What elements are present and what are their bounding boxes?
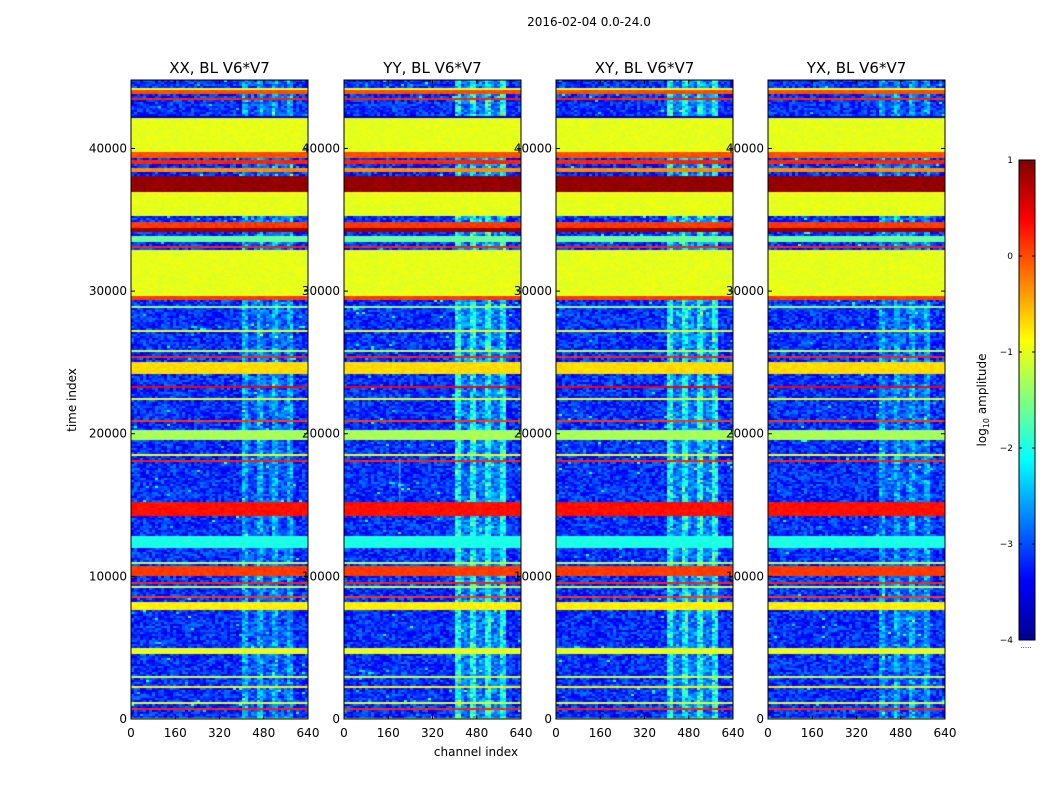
colorbar-tick-label: −2 bbox=[1000, 444, 1013, 454]
panel-2: XY, BL V6*V7 0 160 320 480 640 0 10000 20000 3000… bbox=[514, 59, 745, 740]
colorbar-ticks: 1 0 −1 −2 −3 −4 bbox=[1000, 156, 1035, 646]
y-tick-label: 20000 bbox=[302, 427, 340, 441]
x-tick-label: 320 bbox=[633, 726, 656, 740]
x-tick-label: 480 bbox=[889, 726, 912, 740]
heatmap-image-3 bbox=[768, 80, 945, 719]
panel-1: YY, BL V6*V7 0 160 320 480 640 0 10000 20000 3000… bbox=[302, 59, 533, 740]
colorbar-tick-label: −1 bbox=[1000, 348, 1013, 358]
x-tick-label: 480 bbox=[677, 726, 700, 740]
y-tick-label: 30000 bbox=[302, 284, 340, 298]
x-tick-label: 0 bbox=[127, 726, 135, 740]
x-tick-label: 480 bbox=[465, 726, 488, 740]
colorbar-tick-label: 0 bbox=[1007, 252, 1013, 262]
colorbar-gradient bbox=[1018, 159, 1036, 641]
panel-title-1: YY, BL V6*V7 bbox=[382, 59, 481, 77]
x-tick-label: 480 bbox=[252, 726, 275, 740]
x-tick-label: 640 bbox=[934, 726, 957, 740]
y-tick-label: 0 bbox=[332, 712, 340, 726]
panel-title-0: XX, BL V6*V7 bbox=[169, 59, 270, 77]
x-tick-label: 320 bbox=[421, 726, 444, 740]
y-tick-label: 0 bbox=[544, 712, 552, 726]
colorbar-tick-label: −4 bbox=[1000, 636, 1014, 646]
y-tick-label: 30000 bbox=[89, 284, 127, 298]
x-tick-label: 0 bbox=[552, 726, 560, 740]
x-axis-label: channel index bbox=[434, 745, 518, 759]
y-tick-label: 30000 bbox=[726, 284, 764, 298]
y-tick-label: 0 bbox=[119, 712, 127, 726]
x-tick-label: 160 bbox=[589, 726, 612, 740]
colorbar-label-tail: amplitude bbox=[975, 354, 989, 418]
heatmap-image-0 bbox=[131, 80, 308, 719]
heatmap-image-1 bbox=[344, 80, 521, 719]
panel-title-2: XY, BL V6*V7 bbox=[595, 59, 695, 77]
x-tick-label: 160 bbox=[377, 726, 400, 740]
y-tick-label: 0 bbox=[756, 712, 764, 726]
panels: XX, BL V6*V7 0 160 320 480 640 0 10000 20000 3000… bbox=[89, 59, 957, 740]
x-tick-label: 0 bbox=[764, 726, 772, 740]
colorbar-extra-label: ..... bbox=[1020, 642, 1031, 650]
colorbar-label-sub: 10 bbox=[982, 418, 991, 428]
y-tick-label: 40000 bbox=[302, 141, 340, 155]
panel-3: YX, BL V6*V7 0 160 320 480 640 0 10000 20000 3000… bbox=[726, 59, 957, 740]
y-tick-label: 40000 bbox=[726, 141, 764, 155]
y-tick-label: 20000 bbox=[726, 427, 764, 441]
x-tick-label: 640 bbox=[722, 726, 745, 740]
y-tick-label: 20000 bbox=[514, 427, 552, 441]
figure-title: 2016-02-04 0.0-24.0 bbox=[527, 15, 651, 29]
heatmap-image-2 bbox=[556, 80, 733, 719]
x-tick-label: 320 bbox=[208, 726, 231, 740]
colorbar-tick-label: −3 bbox=[1000, 540, 1013, 550]
x-tick-label: 640 bbox=[297, 726, 320, 740]
x-tick-label: 320 bbox=[845, 726, 868, 740]
colorbar-label-main: log bbox=[975, 428, 989, 446]
x-tick-label: 160 bbox=[164, 726, 187, 740]
y-tick-label: 40000 bbox=[89, 141, 127, 155]
y-axis-label: time index bbox=[65, 368, 79, 432]
y-tick-label: 10000 bbox=[726, 569, 764, 583]
colorbar: 10−1−2−3−4 log10 amplitude ..... bbox=[975, 156, 1036, 650]
colorbar-label: log10 amplitude bbox=[975, 354, 991, 447]
colorbar-tick-label: 1 bbox=[1007, 156, 1013, 166]
y-tick-label: 30000 bbox=[514, 284, 552, 298]
x-tick-label: 160 bbox=[801, 726, 824, 740]
panel-title-3: YX, BL V6*V7 bbox=[806, 59, 907, 77]
y-tick-label: 40000 bbox=[514, 141, 552, 155]
y-tick-label: 10000 bbox=[89, 569, 127, 583]
x-tick-label: 0 bbox=[340, 726, 348, 740]
y-tick-label: 10000 bbox=[302, 569, 340, 583]
x-tick-label: 640 bbox=[510, 726, 533, 740]
y-tick-label: 10000 bbox=[514, 569, 552, 583]
y-tick-label: 20000 bbox=[89, 427, 127, 441]
panel-0: XX, BL V6*V7 0 160 320 480 640 0 10000 20000 3000… bbox=[89, 59, 320, 740]
